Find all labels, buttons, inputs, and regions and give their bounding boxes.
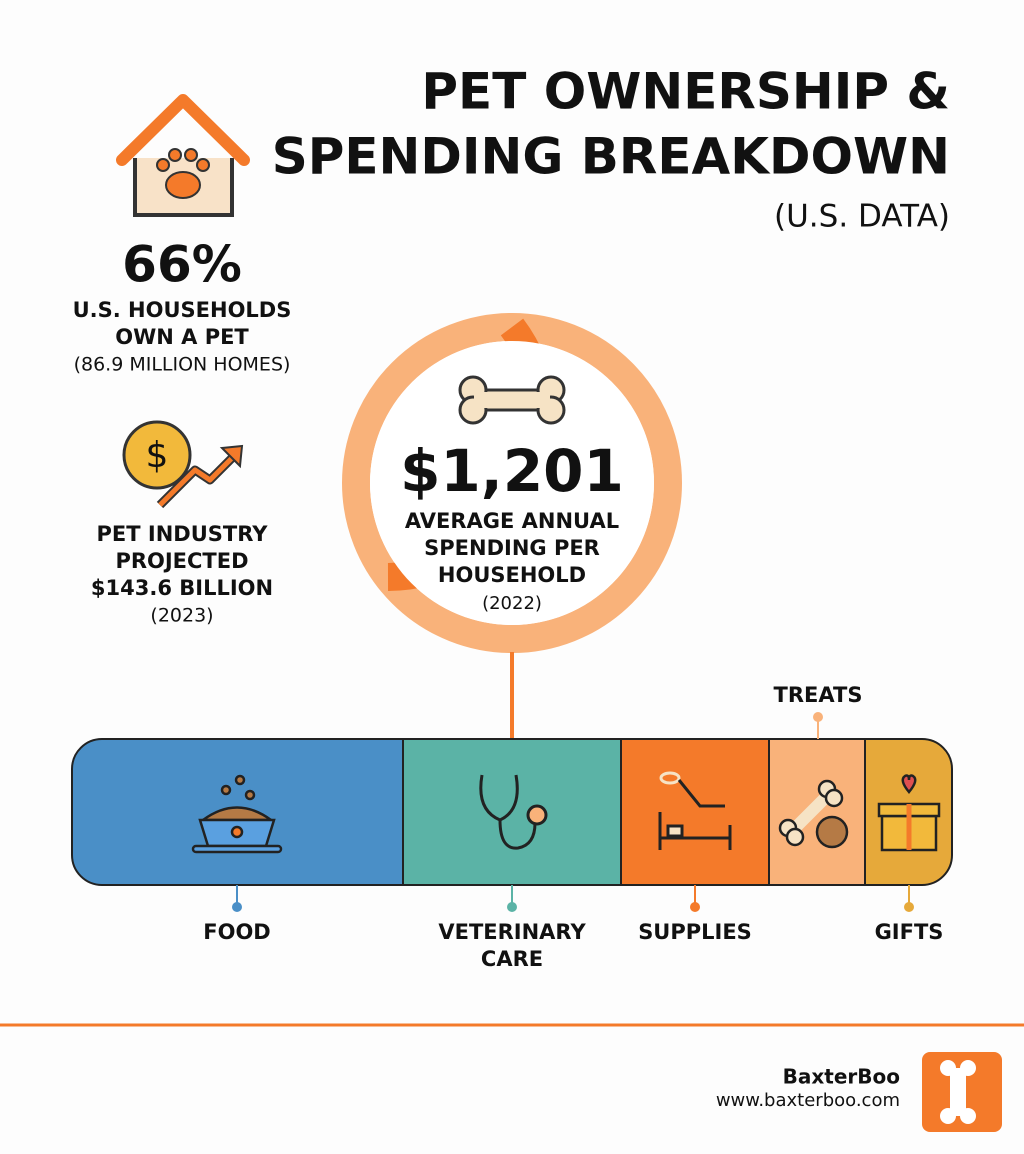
icon-part <box>220 784 232 796</box>
industry-label: $143.6 BILLION <box>91 576 273 600</box>
segment-dividers <box>402 739 866 885</box>
pointers <box>232 712 914 912</box>
segment-label: FOOD <box>203 920 270 944</box>
icon-part <box>507 902 517 912</box>
logo <box>922 1052 1002 1132</box>
ownership-value: 66% <box>122 236 242 294</box>
food-icon <box>191 774 283 854</box>
icon-part <box>234 774 246 786</box>
icon-part <box>230 825 244 839</box>
icon-part <box>526 804 548 826</box>
treats-icon <box>778 779 849 849</box>
ownership-note: (86.9 MILLION HOMES) <box>74 354 291 376</box>
icon-part <box>815 815 849 849</box>
title: SPENDING BREAKDOWN <box>272 128 950 186</box>
icon-part <box>196 158 210 172</box>
ownership-label: U.S. HOUSEHOLDS <box>73 298 292 322</box>
icon-part <box>901 774 917 794</box>
icon-part <box>950 1068 966 1116</box>
segment-supplies <box>621 739 769 885</box>
icon-part <box>940 1108 956 1124</box>
icon-part <box>658 812 732 850</box>
segment-label: CARE <box>481 947 543 971</box>
segment-label: SUPPLIES <box>638 920 752 944</box>
icon-part <box>960 1108 976 1124</box>
segment-label: GIFTS <box>875 920 944 944</box>
icon-part <box>690 902 700 912</box>
icon-part <box>498 819 537 850</box>
icon-part <box>813 712 823 722</box>
icon-part <box>666 824 684 838</box>
industry-label: PROJECTED <box>115 549 248 573</box>
spending-label: SPENDING PER <box>424 536 600 560</box>
footer-brand: BaxterBoo <box>783 1065 900 1089</box>
spending-value: $1,201 <box>400 437 624 505</box>
supplies-icon <box>658 771 732 850</box>
spending-label: AVERAGE ANNUAL <box>405 509 619 533</box>
icon-part <box>122 420 192 490</box>
icon-part <box>232 902 242 912</box>
growth-icon: $ <box>122 420 244 509</box>
segment-label: VETERINARY <box>438 920 586 944</box>
house-icon <box>116 94 250 217</box>
stethoscope-icon <box>479 774 548 850</box>
spending-label: HOUSEHOLD <box>438 563 586 587</box>
icon-part <box>168 148 182 162</box>
icon-part <box>788 790 833 835</box>
icon-part <box>940 1060 956 1076</box>
icon-part <box>677 779 725 808</box>
icon-part <box>244 789 256 801</box>
icon-part <box>904 902 914 912</box>
icon-part <box>474 392 550 408</box>
icon-part <box>191 844 283 854</box>
icon-part <box>158 450 240 507</box>
icon-part <box>184 148 198 162</box>
dollar-sign: $ <box>146 435 169 476</box>
ownership-label: OWN A PET <box>115 325 249 349</box>
icon-part <box>156 158 170 172</box>
ring-inner <box>370 341 654 625</box>
title: PET OWNERSHIP & <box>421 63 950 121</box>
footer-url: www.baxterboo.com <box>716 1090 900 1111</box>
icon-part <box>785 827 805 847</box>
icon-part <box>824 788 844 808</box>
gifts-icon <box>877 774 941 852</box>
icon-part <box>219 444 244 469</box>
icon-part <box>659 771 681 785</box>
industry-note: (2023) <box>150 605 213 627</box>
icon-part <box>960 1060 976 1076</box>
bone-icon <box>458 375 566 425</box>
spending-note: (2022) <box>482 593 542 614</box>
segment-label: TREATS <box>774 683 863 707</box>
industry-label: PET INDUSTRY <box>97 522 269 546</box>
icon-part <box>165 171 201 199</box>
subtitle: (U.S. DATA) <box>774 199 950 235</box>
icon-part <box>116 94 250 166</box>
